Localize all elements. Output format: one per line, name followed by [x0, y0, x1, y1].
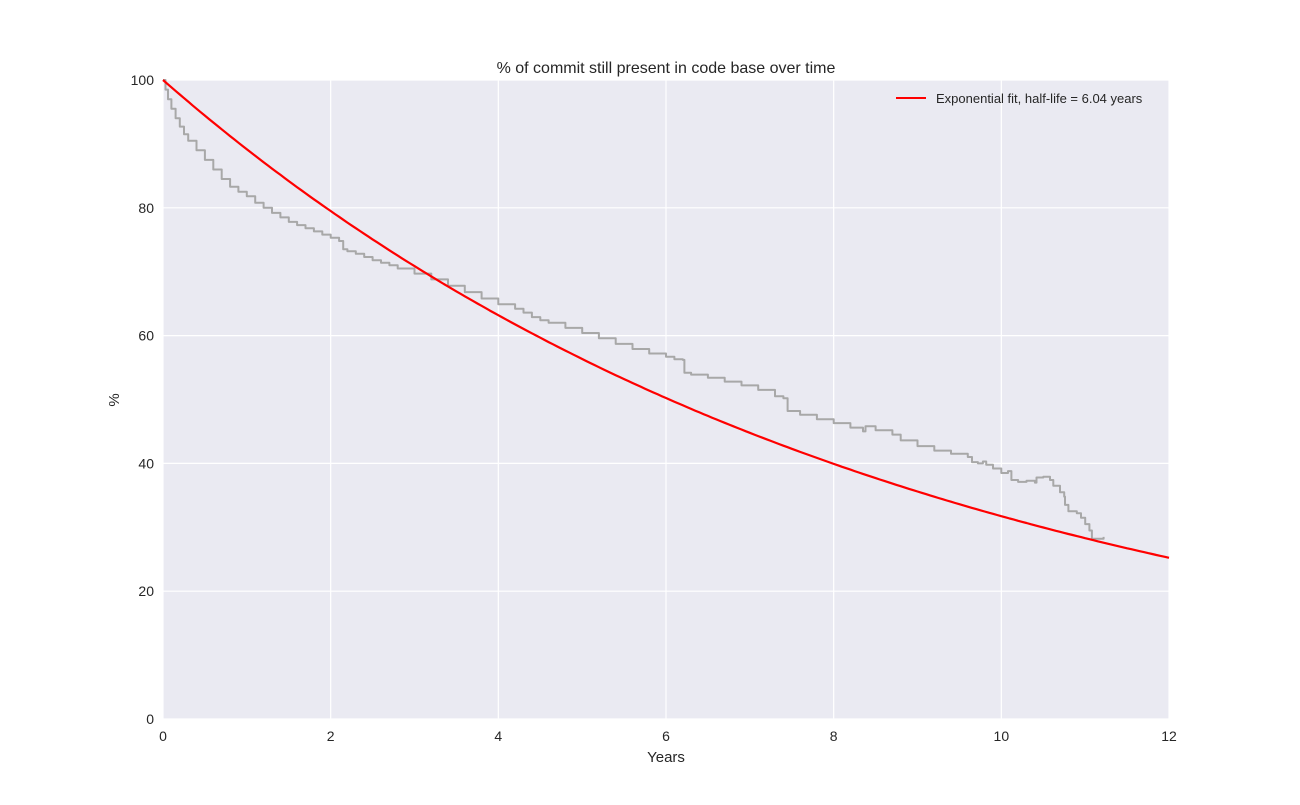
y-tick-label: 80: [138, 200, 154, 216]
retention-data-line: [163, 79, 1105, 540]
x-tick-label: 2: [327, 728, 335, 744]
y-tick-label: 20: [138, 583, 154, 599]
x-axis-label: Years: [647, 749, 685, 766]
legend: Exponential fit, half-life = 6.04 years: [896, 91, 1143, 106]
x-tick-label: 10: [994, 728, 1010, 744]
x-tick-label: 8: [830, 728, 838, 744]
y-tick-label: 100: [131, 72, 155, 88]
grid: [162, 79, 1170, 720]
legend-label-exponential-fit: Exponential fit, half-life = 6.04 years: [936, 91, 1143, 106]
exponential-fit-line: [162, 79, 1170, 559]
y-tick-label: 0: [146, 711, 154, 727]
tick-labels: 0 2 4 6 8 10 12 0 20 40 60 80 100: [131, 72, 1177, 744]
y-tick-label: 40: [138, 455, 154, 471]
x-tick-label: 12: [1161, 728, 1177, 744]
chart-title: % of commit still present in code base o…: [497, 60, 836, 77]
x-tick-label: 4: [494, 728, 502, 744]
x-tick-label: 0: [159, 728, 167, 744]
series-layer: [162, 79, 1170, 559]
y-axis-label: %: [106, 393, 123, 406]
x-tick-label: 6: [662, 728, 670, 744]
y-tick-label: 60: [138, 328, 154, 344]
